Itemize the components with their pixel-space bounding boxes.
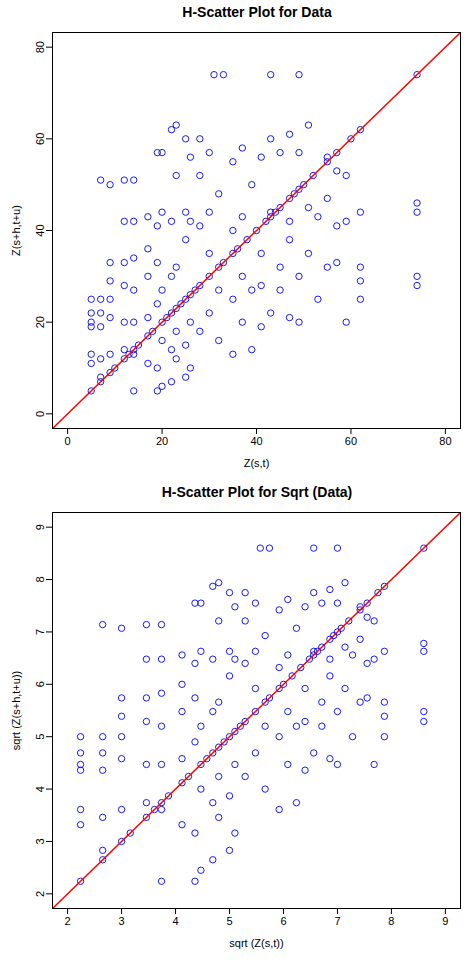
svg-text:2: 2 — [34, 891, 46, 897]
svg-text:2: 2 — [65, 915, 71, 927]
svg-text:Z(s,t): Z(s,t) — [244, 457, 270, 469]
svg-text:7: 7 — [34, 629, 46, 635]
svg-text:20: 20 — [34, 316, 46, 328]
svg-text:0: 0 — [34, 411, 46, 417]
html-text:H-Scatter Plot for Data: H-Scatter Plot for Data — [182, 4, 332, 20]
svg-text:9: 9 — [34, 524, 46, 530]
svg-text:3: 3 — [34, 838, 46, 844]
svg-text:20: 20 — [156, 435, 168, 447]
svg-text:6: 6 — [280, 915, 286, 927]
svg-text:80: 80 — [34, 41, 46, 53]
svg-text:8: 8 — [34, 576, 46, 582]
svg-text:5: 5 — [226, 915, 232, 927]
svg-text:3: 3 — [119, 915, 125, 927]
svg-text:6: 6 — [34, 681, 46, 687]
svg-text:7: 7 — [334, 915, 340, 927]
svg-text:sqrt (Z(s,t)): sqrt (Z(s,t)) — [229, 937, 283, 949]
svg-text:Z(s+h,t+u): Z(s+h,t+u) — [10, 205, 22, 256]
svg-text:80: 80 — [439, 435, 451, 447]
svg-text:9: 9 — [442, 915, 448, 927]
svg-text:60: 60 — [345, 435, 357, 447]
svg-text:8: 8 — [388, 915, 394, 927]
svg-text:60: 60 — [34, 133, 46, 145]
svg-text:sqrt (Z(s+h,t+u)): sqrt (Z(s+h,t+u)) — [10, 671, 22, 750]
svg-text:4: 4 — [172, 915, 178, 927]
svg-text:40: 40 — [250, 435, 262, 447]
svg-text:5: 5 — [34, 734, 46, 740]
html-text:H-Scatter Plot for Sqrt (Data): H-Scatter Plot for Sqrt (Data) — [161, 484, 353, 500]
svg-text:40: 40 — [34, 224, 46, 236]
svg-text:0: 0 — [65, 435, 71, 447]
svg-text:4: 4 — [34, 786, 46, 792]
